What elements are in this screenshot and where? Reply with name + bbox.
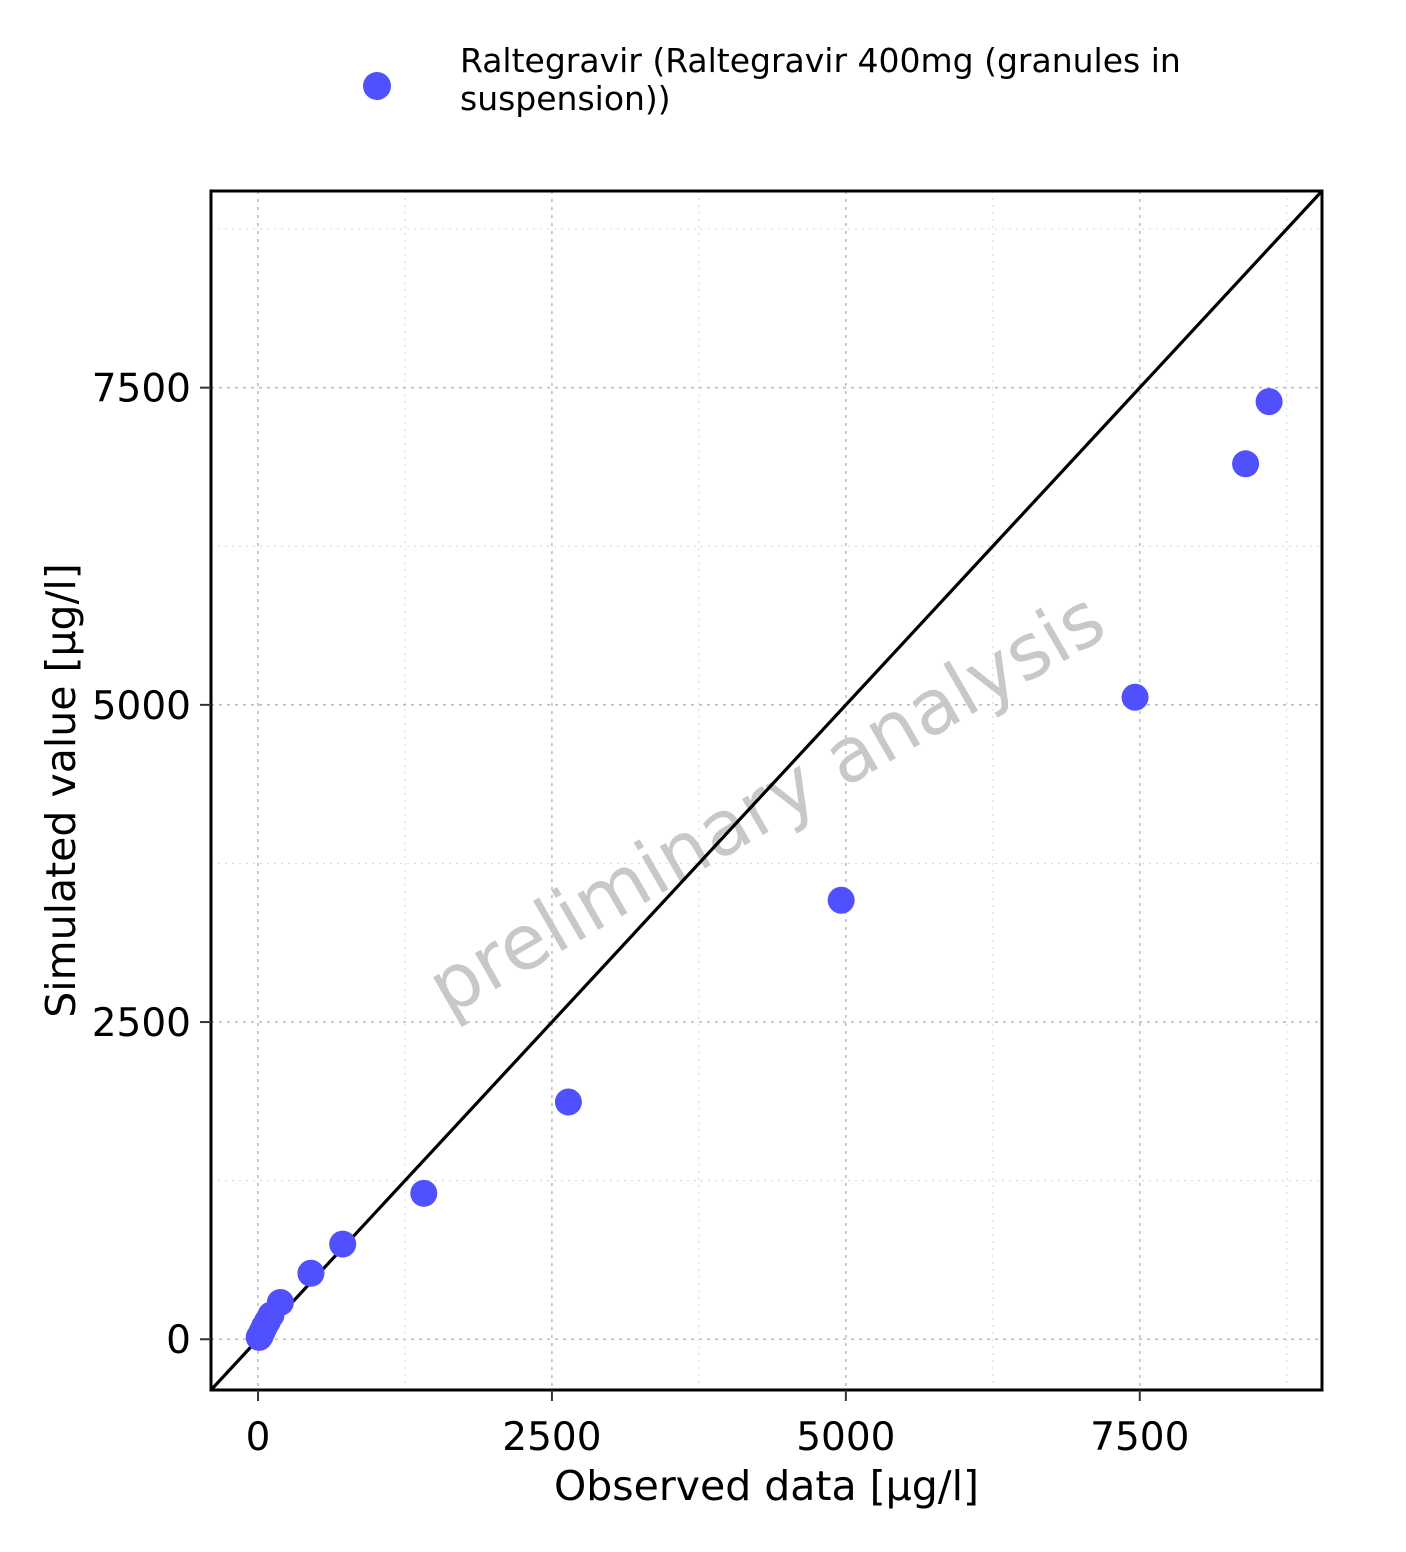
data-point xyxy=(1232,450,1260,478)
y-tick-label: 2500 xyxy=(92,1001,191,1046)
x-axis-ticks: 0 2500 5000 7500 xyxy=(246,1390,1189,1460)
data-point xyxy=(410,1179,438,1207)
y-tick-label: 0 xyxy=(166,1318,191,1363)
identity-line xyxy=(209,189,1324,1392)
y-axis-title: Simulated value [µg/l] xyxy=(37,563,85,1018)
legend-label: Raltegravir (Raltegravir 400mg (granules… xyxy=(460,41,1181,118)
data-point xyxy=(827,886,855,914)
data-point xyxy=(329,1230,357,1258)
data-point xyxy=(266,1288,294,1316)
data-point xyxy=(1255,388,1283,416)
legend-marker xyxy=(363,72,391,100)
x-axis-title: Observed data [µg/l] xyxy=(554,1462,979,1510)
data-point xyxy=(554,1088,582,1116)
x-tick-label: 7500 xyxy=(1090,1415,1189,1460)
grid-lines xyxy=(211,191,1322,1390)
y-tick-label: 5000 xyxy=(92,684,191,729)
data-point xyxy=(1121,683,1149,711)
data-point xyxy=(297,1259,325,1287)
plot-frame xyxy=(209,189,1324,1392)
data-points xyxy=(245,388,1283,1351)
y-axis-ticks: 0 2500 5000 7500 xyxy=(92,367,211,1363)
watermark-text: preliminary analysis xyxy=(412,573,1119,1032)
identity-line-group xyxy=(209,189,1324,1392)
legend: Raltegravir (Raltegravir 400mg (granules… xyxy=(360,42,1260,132)
x-tick-label: 5000 xyxy=(796,1415,895,1460)
x-tick-label: 0 xyxy=(246,1415,271,1460)
y-tick-label: 7500 xyxy=(92,367,191,412)
x-tick-label: 2500 xyxy=(502,1415,601,1460)
